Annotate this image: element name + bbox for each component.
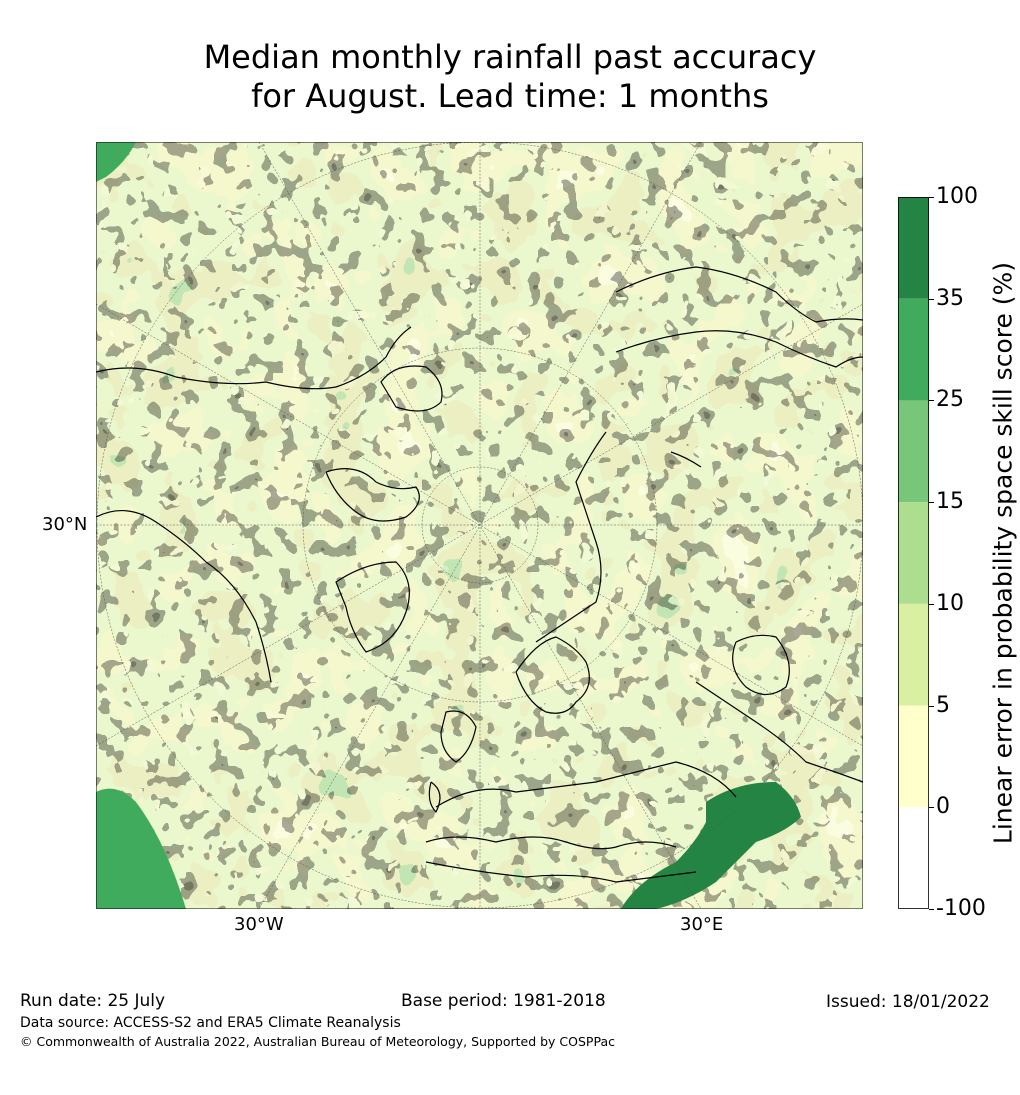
copyright: © Commonwealth of Australia 2022, Austra…	[20, 1034, 615, 1049]
colorbar-bin-35-100	[898, 197, 929, 299]
colorbar-tick-label: 35	[936, 285, 964, 311]
colorbar-tick-mark	[929, 603, 934, 605]
colorbar-bin-15-25	[898, 400, 929, 503]
coastlines	[96, 266, 863, 883]
run-date: Run date: 25 July	[20, 991, 166, 1011]
issued-date: Issued: 18/01/2022	[826, 992, 990, 1012]
map-title-line1: Median monthly rainfall past accuracy	[203, 38, 817, 76]
high-skill-patch-southwest	[96, 788, 186, 909]
high-skill-patch-arabia	[621, 782, 801, 909]
graticule-label-30w: 30°W	[234, 914, 284, 935]
high-skill-patch-northwest	[96, 142, 136, 182]
colorbar-tick-label: 0	[936, 794, 950, 820]
graticule	[96, 142, 863, 909]
graticule-label-30e: 30°E	[680, 914, 724, 935]
colorbar-border	[898, 197, 929, 909]
graticule-label-30n: 30°N	[42, 514, 88, 535]
colorbar-bin-5-10	[898, 603, 929, 706]
polar-map	[96, 142, 863, 909]
colorbar-tick-mark	[929, 197, 934, 198]
colorbar-tick-label: 5	[936, 692, 950, 718]
colorbar-tick-label: 25	[936, 387, 964, 413]
base-period: Base period: 1981-2018	[401, 991, 606, 1011]
map-title: Median monthly rainfall past accuracy fo…	[0, 38, 1020, 116]
colorbar-tick-mark	[929, 705, 934, 707]
colorbar-tick-label: 10	[936, 590, 964, 616]
map-frame	[96, 142, 863, 909]
colorbar-bin-10-15	[898, 502, 929, 604]
colorbar-tick-mark	[929, 807, 934, 809]
polar-map-canvas	[96, 142, 863, 909]
colorbar-title: Linear error in probability space skill …	[988, 261, 1018, 845]
colorbar-tick-mark	[929, 400, 934, 402]
colorbar-bin-0-5	[898, 705, 929, 808]
colorbar-tick-mark	[929, 298, 934, 300]
colorbar	[898, 197, 929, 909]
colorbar-tick-label: 15	[936, 489, 964, 515]
colorbar-tick-label: 100	[936, 184, 978, 209]
colorbar-bin-25-35	[898, 298, 929, 401]
colorbar-tick-mark	[929, 502, 934, 504]
skill-field-detail	[96, 142, 863, 909]
colorbar-tick-label: -100	[936, 896, 986, 921]
map-title-line2: for August. Lead time: 1 months	[251, 77, 769, 115]
colorbar-tick-mark	[929, 909, 934, 910]
data-source: Data source: ACCESS-S2 and ERA5 Climate …	[20, 1015, 401, 1031]
colorbar-bin--100-0	[898, 807, 929, 909]
